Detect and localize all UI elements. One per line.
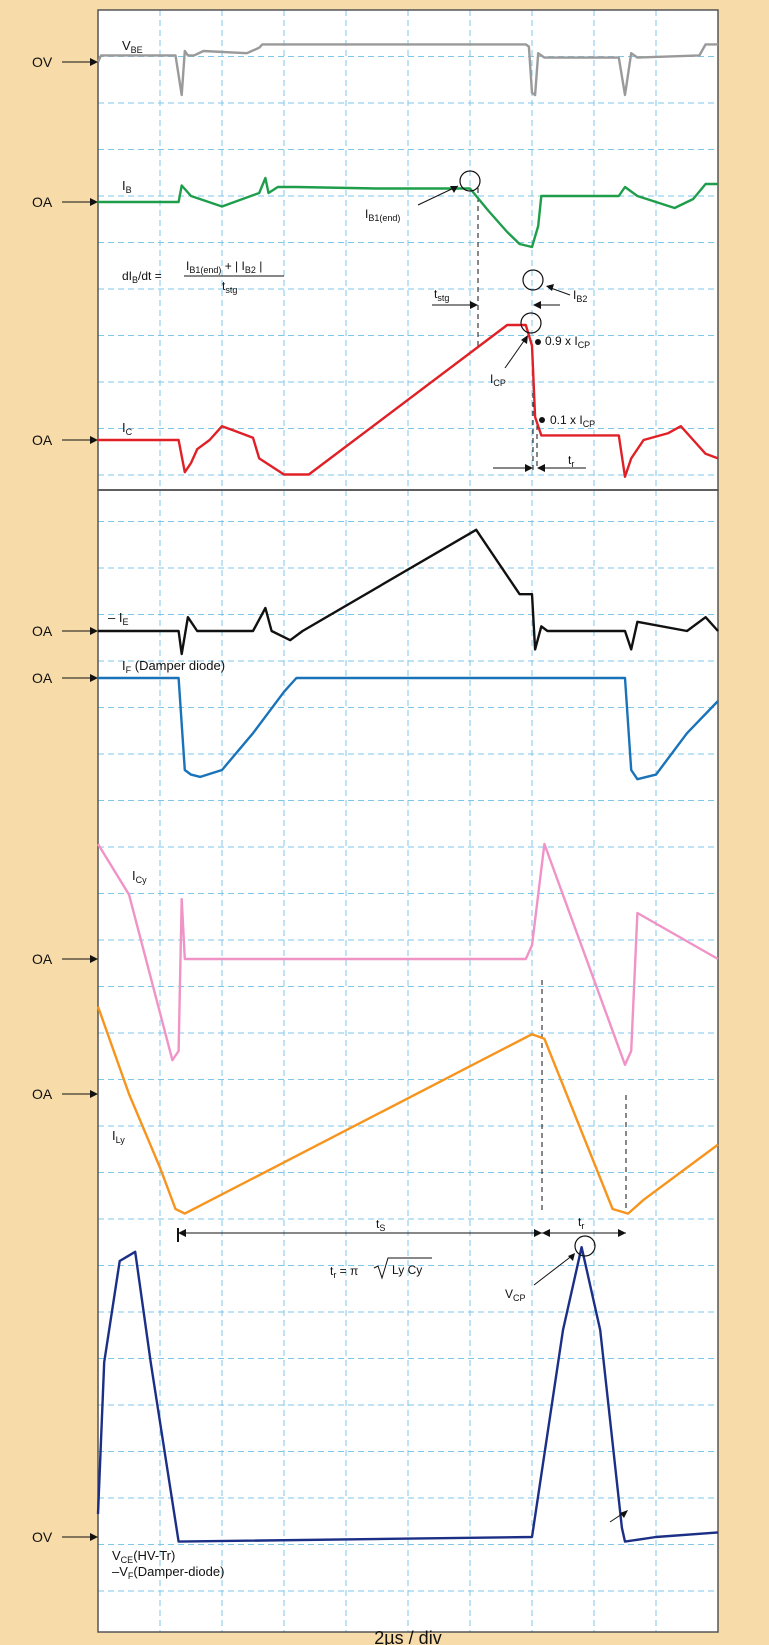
vcp-circle bbox=[574, 1235, 596, 1257]
arrow-icon bbox=[521, 335, 528, 344]
zero-marker-ily: OA bbox=[32, 1086, 98, 1102]
zero-marker-ic: OA bbox=[32, 432, 98, 448]
trace-vce bbox=[96, 1246, 719, 1543]
trace-if bbox=[98, 676, 719, 781]
p10-label: 0.1 x ICP bbox=[550, 413, 595, 429]
zero-marker-vbe: OV bbox=[32, 54, 98, 70]
ib2-label: IB2 bbox=[573, 288, 587, 304]
slope-equation-lhs: dIB/dt = bbox=[122, 269, 162, 285]
ib2-circle bbox=[522, 269, 544, 291]
screen-frame-bottom bbox=[97, 489, 719, 1633]
p10-point bbox=[539, 417, 545, 423]
sqrt-icon bbox=[373, 1257, 432, 1280]
label-vbe: VBE bbox=[122, 38, 143, 55]
zero-markers: OV OA OA OA OA OA OA OV bbox=[32, 54, 98, 1545]
arrow-right-icon bbox=[90, 436, 98, 444]
timebase-label: 2µs / div bbox=[374, 1628, 441, 1645]
zero-marker-ie: OA bbox=[32, 623, 98, 639]
p90-label: 0.9 x ICP bbox=[545, 334, 590, 350]
tr-bottom-label: tr bbox=[578, 1215, 584, 1231]
trace-ic bbox=[98, 323, 719, 478]
slope-equation-numerator: IB1(end) + | IB2 | bbox=[186, 259, 262, 275]
zero-label: OA bbox=[32, 432, 53, 448]
vcp-label: VCP bbox=[505, 1287, 526, 1303]
trace-vbe bbox=[96, 43, 718, 97]
zero-label: OA bbox=[32, 623, 53, 639]
arrow-right-icon bbox=[90, 58, 98, 66]
tr-equation: tr = π bbox=[330, 1264, 358, 1280]
p90-point bbox=[535, 339, 541, 345]
zero-marker-ib: OA bbox=[32, 194, 98, 210]
label-vce: VCE(HV-Tr) bbox=[112, 1548, 175, 1565]
arrow-right-icon bbox=[534, 1229, 542, 1237]
tr-equation-radicand: Ly Cy bbox=[392, 1263, 422, 1277]
annotations: IB1(end) dIB/dt = IB1(end) + | IB2 | tst… bbox=[122, 170, 628, 1523]
arrow-right-icon bbox=[90, 198, 98, 206]
trace-ib bbox=[98, 176, 718, 249]
tstg-label: tstg bbox=[434, 287, 449, 303]
label-if: IF (Damper diode) bbox=[122, 658, 225, 675]
arrow-right-icon bbox=[470, 301, 478, 309]
label-ib: IB bbox=[122, 178, 132, 195]
slope-equation-denominator: tstg bbox=[222, 279, 237, 295]
arrow-right-icon bbox=[90, 627, 98, 635]
arrow-left-icon bbox=[533, 301, 541, 309]
traces bbox=[96, 43, 719, 1543]
arrow-right-icon bbox=[525, 464, 533, 472]
label-ic: IC bbox=[122, 420, 133, 437]
zero-label: OA bbox=[32, 194, 53, 210]
arrow-right-icon bbox=[90, 674, 98, 682]
arrow-icon bbox=[568, 1253, 575, 1261]
tr-top-label: tr bbox=[568, 453, 574, 469]
arrow-left-icon bbox=[542, 1229, 550, 1237]
arrow-icon bbox=[620, 1510, 628, 1518]
trace-ily bbox=[96, 1006, 719, 1215]
zero-marker-icy: OA bbox=[32, 951, 98, 967]
ts-label: tS bbox=[376, 1217, 385, 1233]
trace-icy bbox=[96, 842, 719, 1066]
arrow-icon bbox=[546, 284, 554, 291]
ib1end-label: IB1(end) bbox=[365, 207, 400, 223]
time-markers bbox=[477, 188, 627, 1210]
arrow-right-icon bbox=[90, 955, 98, 963]
icp-circle bbox=[520, 312, 542, 334]
arrow-right-icon bbox=[618, 1229, 626, 1237]
trace-ie bbox=[98, 528, 719, 656]
zero-marker-vce: OV bbox=[32, 1529, 98, 1545]
zero-marker-if: OA bbox=[32, 670, 98, 686]
arrow-right-icon bbox=[90, 1533, 98, 1541]
zero-label: OA bbox=[32, 1086, 53, 1102]
grid bbox=[98, 10, 718, 1632]
zero-label: OA bbox=[32, 951, 53, 967]
arrow-right-icon bbox=[90, 1090, 98, 1098]
ib1end-circle bbox=[459, 170, 481, 192]
zero-label: OV bbox=[32, 1529, 53, 1545]
label-ily: ILy bbox=[112, 1128, 125, 1145]
label-ie: – IE bbox=[108, 610, 128, 627]
label-vf: –VF(Damper-diode) bbox=[112, 1564, 224, 1581]
arrow-icon bbox=[450, 186, 458, 193]
arrow-left-icon bbox=[537, 464, 545, 472]
zero-label: OV bbox=[32, 54, 53, 70]
zero-label: OA bbox=[32, 670, 53, 686]
trace-labels: VBE IB IC – IE IF (Damper diode) ICy ILy… bbox=[108, 38, 225, 1581]
arrow-left-icon bbox=[178, 1229, 186, 1237]
label-icy: ICy bbox=[132, 868, 147, 885]
icp-label: ICP bbox=[490, 372, 506, 388]
